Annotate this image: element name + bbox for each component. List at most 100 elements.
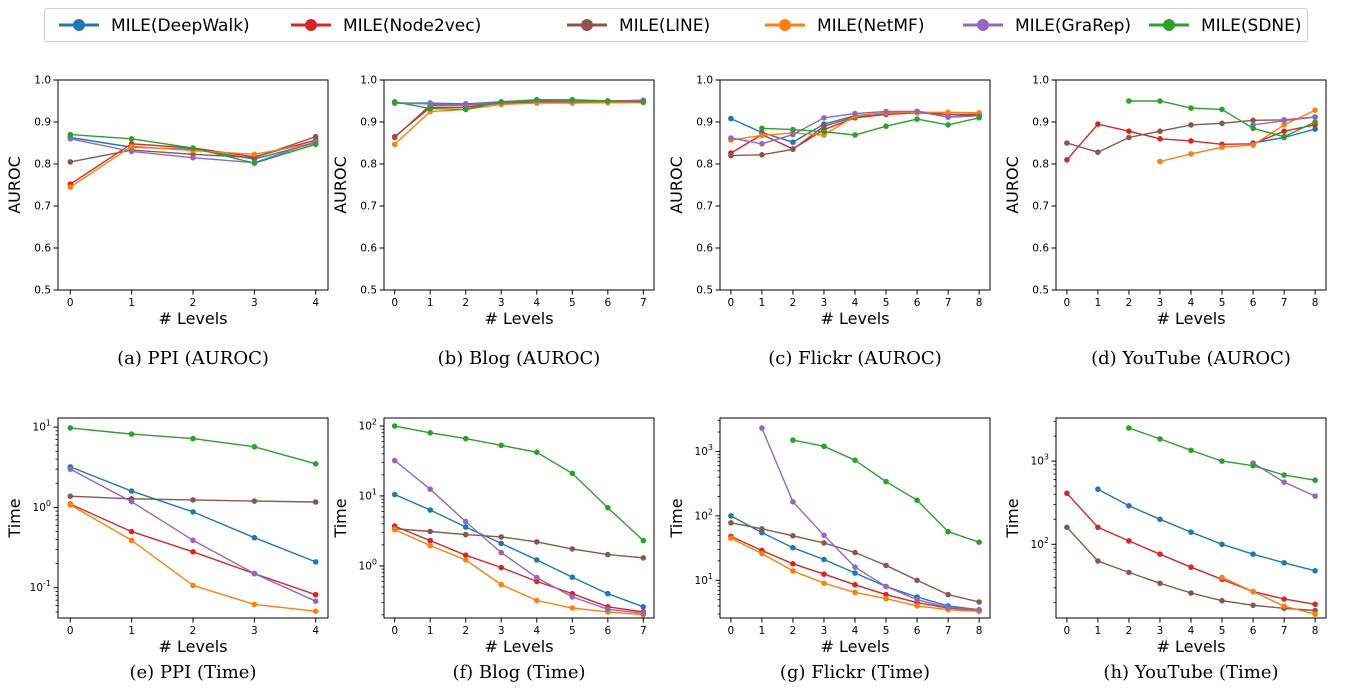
series-line bbox=[1097, 488, 1316, 572]
data-point bbox=[67, 131, 74, 138]
data-point bbox=[914, 603, 920, 609]
data-point bbox=[1126, 128, 1132, 134]
legend: MILE(DeepWalk) MILE(Node2vec) MILE(LINE) MI… bbox=[44, 8, 1308, 42]
y-tick-label: 101 bbox=[695, 572, 713, 587]
data-point bbox=[728, 135, 734, 141]
data-point bbox=[427, 507, 433, 513]
data-point bbox=[1219, 597, 1225, 604]
chart-caption: (f) Blog (Time) bbox=[452, 662, 586, 683]
x-tick-label: 4 bbox=[1188, 625, 1195, 637]
y-tick-label: 0.7 bbox=[360, 201, 377, 213]
y-tick-label: 0.9 bbox=[360, 117, 377, 129]
plot-frame bbox=[719, 417, 991, 619]
series-mile-grarep- bbox=[759, 425, 982, 613]
data-point bbox=[883, 478, 889, 485]
data-point bbox=[391, 99, 398, 105]
data-point bbox=[1188, 122, 1194, 128]
data-point bbox=[67, 136, 74, 142]
legend-label: MILE(SDNE) bbox=[1201, 16, 1302, 36]
y-tick-label: 100 bbox=[359, 557, 377, 572]
x-tick-label: 0 bbox=[728, 625, 735, 637]
chart-a: 0.5 0.6 0.7 0.8 0.9 1.0 0 1 2 3 4 # Levels AUROC bbox=[5, 75, 329, 328]
data-point bbox=[759, 526, 765, 532]
x-tick-label: 1 bbox=[759, 297, 766, 309]
data-point bbox=[1219, 458, 1225, 464]
data-point bbox=[190, 154, 196, 161]
y-axis-label: Time bbox=[5, 498, 24, 538]
data-point bbox=[1126, 98, 1132, 104]
x-tick-label: 3 bbox=[821, 297, 828, 309]
data-point bbox=[790, 139, 796, 145]
x-tick-label: 2 bbox=[462, 625, 469, 637]
x-tick-label: 5 bbox=[883, 297, 890, 309]
data-point bbox=[1312, 114, 1318, 120]
legend-marker bbox=[779, 19, 791, 31]
x-tick-label: 7 bbox=[640, 625, 647, 637]
data-point bbox=[945, 528, 951, 535]
data-point bbox=[1188, 590, 1194, 596]
data-point bbox=[821, 571, 827, 577]
x-tick-label: 3 bbox=[498, 625, 505, 637]
data-point bbox=[790, 533, 796, 539]
data-point bbox=[534, 574, 540, 581]
data-point bbox=[976, 115, 982, 121]
y-tick-label: 0.6 bbox=[34, 243, 51, 255]
x-axis-label: # Levels bbox=[820, 309, 889, 328]
y-tick-label: 0.9 bbox=[696, 117, 713, 129]
data-point bbox=[1312, 493, 1318, 499]
series-mile-sdne- bbox=[67, 131, 319, 166]
x-tick-label: 7 bbox=[1281, 297, 1288, 309]
series-mile-deepwalk- bbox=[1095, 486, 1318, 574]
data-point bbox=[391, 134, 398, 141]
x-tick-label: 3 bbox=[498, 297, 505, 309]
data-point bbox=[976, 606, 982, 613]
data-point bbox=[1281, 122, 1287, 128]
data-point bbox=[1219, 541, 1225, 548]
data-point bbox=[883, 583, 889, 590]
data-point bbox=[1281, 603, 1287, 609]
data-point bbox=[1312, 601, 1318, 608]
data-point bbox=[1250, 462, 1256, 469]
legend-marker bbox=[977, 19, 989, 31]
data-point bbox=[498, 534, 504, 540]
y-axis-label: AUROC bbox=[667, 156, 686, 214]
series-mile-sdne- bbox=[1126, 425, 1318, 483]
data-point bbox=[883, 591, 889, 598]
data-point bbox=[1157, 136, 1163, 142]
x-tick-label: 1 bbox=[128, 625, 135, 637]
y-tick-label: 0.7 bbox=[696, 201, 713, 213]
data-point bbox=[462, 531, 469, 538]
x-tick-label: 4 bbox=[312, 297, 319, 309]
data-point bbox=[1219, 144, 1225, 150]
series-line bbox=[761, 117, 980, 136]
data-point bbox=[427, 430, 433, 436]
data-point bbox=[605, 551, 611, 558]
data-point bbox=[128, 488, 135, 494]
y-tick-label: 0.7 bbox=[34, 201, 51, 213]
data-point bbox=[534, 96, 540, 103]
data-point bbox=[1312, 119, 1318, 125]
data-point bbox=[190, 582, 196, 589]
data-point bbox=[251, 534, 258, 541]
x-tick-label: 7 bbox=[945, 625, 952, 637]
data-point bbox=[190, 497, 196, 503]
x-tick-label: 1 bbox=[759, 625, 766, 637]
data-point bbox=[498, 540, 504, 547]
data-point bbox=[312, 591, 319, 598]
data-point bbox=[462, 435, 469, 442]
data-point bbox=[1095, 149, 1101, 155]
x-tick-label: 8 bbox=[1312, 625, 1319, 637]
data-point bbox=[883, 108, 889, 115]
series-line bbox=[394, 460, 644, 614]
y-tick-label: 102 bbox=[359, 417, 377, 432]
x-tick-label: 8 bbox=[976, 297, 983, 309]
series-line bbox=[1128, 427, 1316, 481]
data-point bbox=[976, 599, 982, 605]
chart-caption: (d) YouTube (AUROC) bbox=[1091, 348, 1291, 369]
data-point bbox=[190, 537, 196, 544]
y-tick-label: 0.8 bbox=[34, 159, 51, 171]
data-point bbox=[790, 561, 796, 567]
y-tick-label: 0.5 bbox=[34, 285, 51, 297]
data-point bbox=[251, 570, 258, 577]
data-point bbox=[914, 108, 920, 115]
